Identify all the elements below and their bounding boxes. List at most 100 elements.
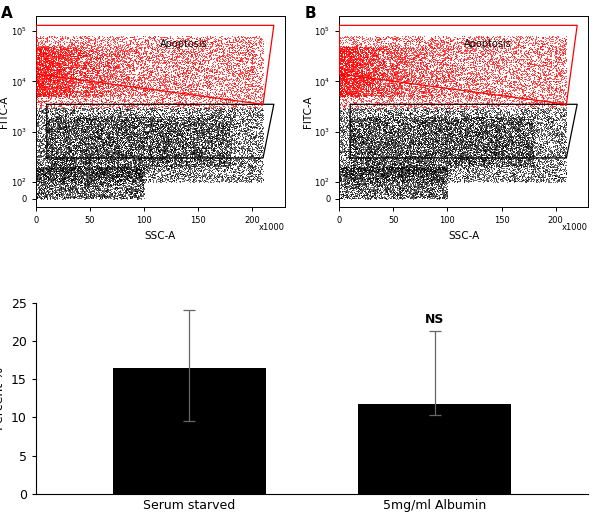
Point [229,107,239,115]
Point [338,89,347,98]
Point [494,159,503,168]
Point [101,87,110,95]
Point [58,106,68,115]
Point [189,169,199,178]
Point [194,150,203,159]
Point [74,164,84,173]
Point [221,38,231,46]
Point [436,50,445,59]
Text: NS: NS [425,313,445,327]
Point [212,115,222,124]
Point [412,35,421,43]
Point [557,110,566,118]
Point [59,68,68,76]
Point [421,170,431,178]
Point [400,113,410,121]
Point [526,93,536,102]
Point [64,177,74,185]
Point [68,127,77,135]
Point [102,188,112,196]
Point [472,72,482,81]
Point [167,73,177,81]
Point [54,114,64,123]
Point [426,140,436,148]
Point [441,59,451,68]
Point [127,127,136,135]
Point [145,153,154,162]
Point [130,158,139,166]
Point [95,166,105,175]
Point [200,127,210,135]
Point [250,158,259,166]
Point [388,53,398,61]
Point [178,154,187,162]
Point [362,176,372,185]
Point [137,172,146,180]
Point [60,54,70,63]
Point [163,118,173,127]
Point [445,130,455,139]
Point [365,175,374,183]
Point [214,164,223,173]
Point [380,133,389,142]
Point [214,162,223,170]
Point [539,73,549,81]
Point [51,191,61,199]
Point [85,133,95,142]
Point [112,131,121,140]
Point [367,159,376,168]
Point [77,193,86,201]
Point [46,85,55,93]
Point [488,117,498,126]
Point [101,87,110,95]
Point [96,177,106,186]
Point [257,56,266,65]
Point [157,158,166,166]
Point [492,61,502,69]
Point [122,134,132,143]
Point [104,150,113,158]
Point [58,105,68,114]
Point [509,169,518,178]
Point [73,188,83,196]
Point [527,129,536,137]
Point [182,167,191,175]
Point [222,137,232,145]
Point [36,147,46,155]
Point [419,71,429,80]
Point [396,107,406,116]
Point [501,176,511,184]
Point [349,167,359,176]
Point [243,117,253,126]
Point [426,121,436,130]
Point [372,162,382,171]
Point [475,107,484,115]
Point [247,163,257,172]
Point [55,45,65,53]
Point [475,160,485,169]
Point [225,143,235,152]
Point [64,156,73,165]
Point [40,65,49,74]
Point [176,41,186,49]
Point [416,190,425,198]
Point [372,185,382,193]
Point [35,37,45,46]
Point [421,129,430,138]
Point [56,100,66,109]
Point [408,168,418,177]
Point [38,57,48,65]
Point [391,50,400,59]
Point [113,189,123,197]
Point [197,156,206,164]
Point [440,149,450,158]
Point [37,73,46,81]
Point [169,150,178,158]
Point [91,114,101,122]
Point [432,180,442,189]
Point [114,187,124,196]
Point [434,166,444,175]
Point [59,58,69,67]
Point [469,109,478,118]
Point [335,72,345,81]
